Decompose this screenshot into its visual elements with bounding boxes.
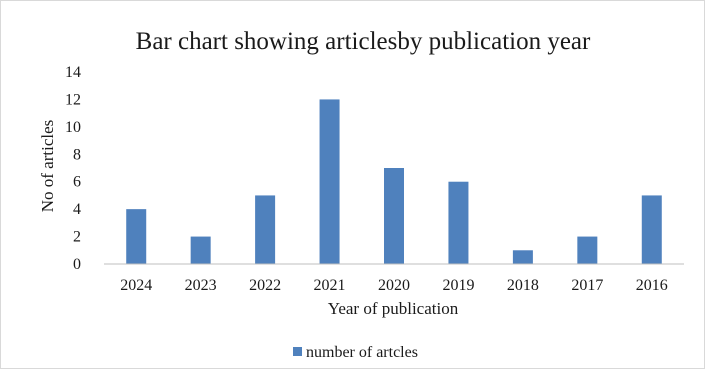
bar-2016 bbox=[641, 195, 662, 264]
y-tick-label: 8 bbox=[73, 146, 81, 163]
x-tick-label: 2021 bbox=[314, 277, 346, 294]
y-tick-label: 2 bbox=[73, 229, 81, 246]
bar-2021 bbox=[319, 99, 340, 264]
x-tick-label: 2017 bbox=[571, 277, 603, 294]
y-tick-label: 12 bbox=[65, 91, 81, 108]
y-axis-title: No of articles bbox=[38, 120, 57, 213]
y-tick-label: 0 bbox=[73, 256, 81, 273]
y-axis-ticks: 0 2 4 6 8 10 12 14 bbox=[65, 64, 81, 273]
x-tick-label: 2020 bbox=[378, 277, 410, 294]
x-tick-label: 2022 bbox=[249, 277, 281, 294]
x-tick-label: 2019 bbox=[442, 277, 474, 294]
legend-swatch bbox=[293, 347, 302, 356]
x-tick-label: 2016 bbox=[636, 277, 668, 294]
x-tick-label: 2018 bbox=[507, 277, 539, 294]
bar-2019 bbox=[448, 181, 469, 264]
x-axis-title: Year of publication bbox=[328, 299, 459, 318]
x-axis-ticks: 2024 2023 2022 2021 2020 2019 2018 2017 2016 bbox=[120, 277, 668, 294]
bar-2022 bbox=[255, 195, 276, 264]
bar-2020 bbox=[384, 168, 404, 264]
x-tick-label: 2024 bbox=[120, 277, 152, 294]
bar-2024 bbox=[126, 209, 147, 264]
bar-2023 bbox=[190, 236, 211, 264]
y-tick-label: 4 bbox=[73, 201, 81, 218]
y-tick-label: 14 bbox=[65, 64, 81, 81]
x-tick-label: 2023 bbox=[185, 277, 217, 294]
bar-2017 bbox=[577, 236, 598, 264]
legend-label: number of artcles bbox=[306, 344, 418, 361]
y-tick-label: 6 bbox=[73, 174, 81, 191]
legend: number of artcles bbox=[293, 344, 418, 361]
y-tick-label: 10 bbox=[65, 119, 81, 136]
bar-2018 bbox=[512, 250, 533, 264]
chart-title: Bar chart showing articlesby publication… bbox=[136, 28, 591, 55]
bars bbox=[126, 99, 662, 264]
